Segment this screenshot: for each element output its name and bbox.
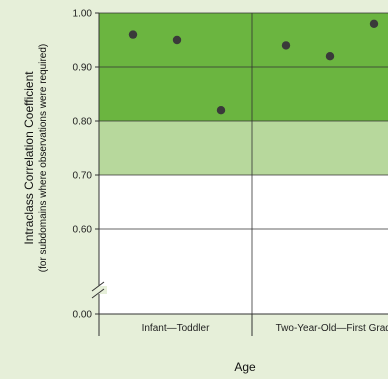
axis-break-slash-1 [91,281,105,292]
band-lower [99,283,388,314]
y-tick-label-5: 0.00 [73,310,93,321]
data-point-2 [216,106,226,115]
gridlines [99,12,388,314]
axis-break-slash-2 [91,288,105,299]
band-1 [99,67,388,121]
data-point-5 [369,19,379,28]
data-point-0 [128,30,138,39]
band-0 [99,13,388,67]
axes [91,12,388,336]
y-axis-title: Intraclass Correlation Coefficient [22,71,36,245]
y-axis-subtitle: (for subdomains where observations were … [38,44,49,272]
axis-break-gap [91,286,107,294]
y-tick-label-4: 0.60 [73,225,93,236]
category-label-1: Two-Year-Old—First Grade [276,323,388,334]
category-labels: Infant—Toddler Two-Year-Old—First Grade [142,323,388,334]
category-label-0: Infant—Toddler [142,323,210,334]
y-tick-labels: 1.00 0.90 0.80 0.70 0.60 0.00 [73,9,93,321]
chart-bands [99,13,388,314]
x-axis-title: Age [234,360,256,374]
data-points [128,19,379,115]
data-point-4 [325,52,335,61]
data-point-3 [281,41,291,50]
y-tick-label-1: 0.90 [73,63,93,74]
y-tick-label-2: 0.80 [73,117,93,128]
y-tick-label-3: 0.70 [73,171,93,182]
data-point-1 [172,35,182,45]
y-tick-label-0: 1.00 [73,9,93,20]
axis-break [91,281,107,299]
band-2 [99,121,388,175]
